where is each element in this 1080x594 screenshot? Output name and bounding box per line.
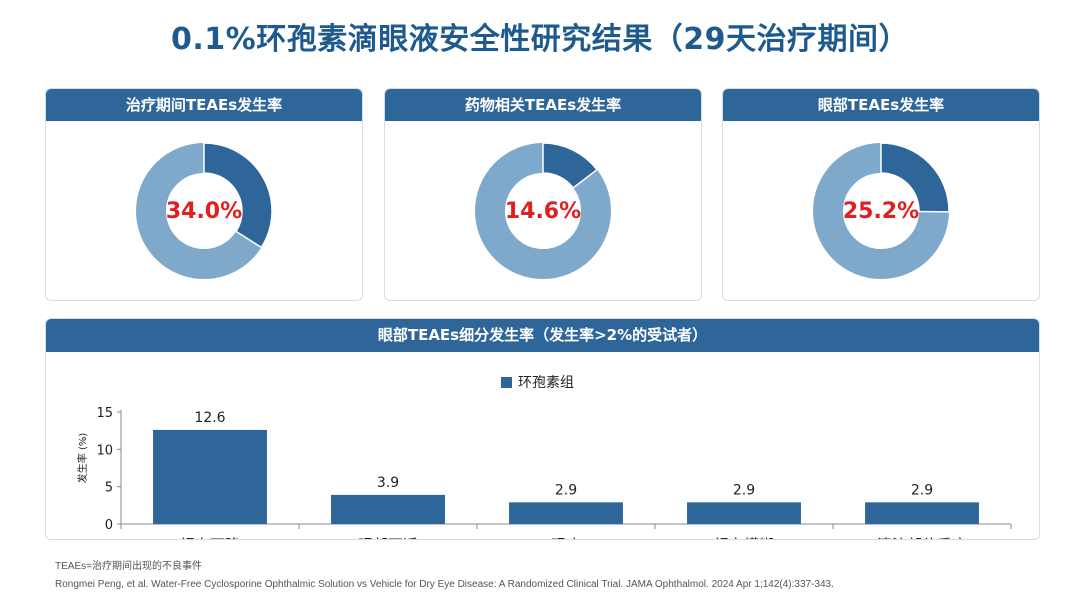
page-title: 0.1%环孢素滴眼液安全性研究结果（29天治疗期间）: [171, 22, 909, 57]
chart-axes: 0 5 10 15 视力下降 眼部不适 眼痛 视力模糊 滴注部位反应: [96, 406, 1012, 539]
y-tick-label: 0: [105, 518, 113, 533]
donut-card-header: 治疗期间TEAEs发生率: [46, 89, 362, 121]
bar-data-label: 2.9: [555, 482, 577, 498]
donut-value-label: 34.0%: [165, 199, 243, 224]
bar: [153, 429, 267, 524]
donut-slice: [542, 142, 599, 189]
y-tick-label: 5: [105, 481, 113, 496]
donut-card-header: 眼部TEAEs发生率: [723, 89, 1039, 121]
x-tick-label: 滴注部位反应: [877, 536, 967, 539]
bar: [687, 502, 801, 524]
donut-card-header: 药物相关TEAEs发生率: [385, 89, 701, 121]
donut-card-teae: 治疗期间TEAEs发生率 34.0%: [45, 88, 363, 301]
donut-slice: [203, 142, 273, 249]
donut-chart: 14.6%: [385, 121, 701, 300]
x-tick-label: 视力模糊: [714, 536, 774, 539]
bar-data-label: 2.9: [733, 482, 755, 498]
bar: [331, 494, 445, 524]
y-tick-label: 10: [96, 443, 113, 458]
donut-value-label: 14.6%: [504, 199, 582, 224]
bar-data-label: 3.9: [377, 475, 399, 491]
reference-footnote: Rongmei Peng, et al. Water-Free Cyclospo…: [55, 579, 834, 590]
x-tick-label: 眼部不适: [358, 536, 418, 539]
legend-label: 环孢素组: [518, 375, 574, 391]
abbreviation-footnote: TEAEs=治疗期间出现的不良事件: [55, 561, 202, 572]
donut-card-drug-related: 药物相关TEAEs发生率 14.6%: [384, 88, 702, 301]
bar-chart-card: 眼部TEAEs细分发生率（发生率>2%的受试者） 环孢素组 发生率 (%) 0 5…: [45, 318, 1040, 540]
donut-value-label: 25.2%: [842, 199, 920, 224]
y-tick-label: 15: [96, 406, 113, 421]
bar: [865, 502, 979, 524]
bar-data-label: 12.6: [194, 410, 225, 426]
donut-svg: [813, 142, 950, 279]
x-tick-label: 视力下降: [180, 536, 240, 539]
bar-series: 12.6 3.9 2.9 2.9 2.9: [153, 410, 979, 524]
bar-chart-header: 眼部TEAEs细分发生率（发生率>2%的受试者）: [46, 319, 1039, 352]
y-axis-label: 发生率 (%): [76, 433, 89, 484]
bar-chart-svg: 环孢素组 发生率 (%) 051015视力下降眼部不适眼痛视力模糊滴注部位反应 …: [76, 375, 1012, 539]
bar: [509, 502, 623, 524]
x-tick-label: 眼痛: [551, 536, 581, 539]
chart-legend: 环孢素组: [501, 375, 574, 391]
donut-svg: [475, 142, 611, 279]
donut-chart: 25.2%: [723, 121, 1039, 300]
legend-swatch: [501, 377, 512, 388]
donut-svg: [136, 142, 273, 279]
donut-slice: [880, 142, 950, 213]
bar-data-label: 2.9: [911, 482, 933, 498]
donut-card-ocular: 眼部TEAEs发生率 25.2%: [722, 88, 1040, 301]
donut-chart: 34.0%: [46, 121, 362, 300]
